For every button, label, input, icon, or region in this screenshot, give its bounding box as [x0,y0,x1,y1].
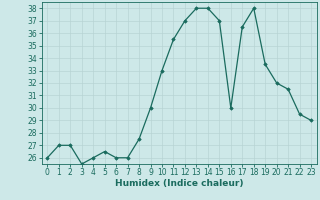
X-axis label: Humidex (Indice chaleur): Humidex (Indice chaleur) [115,179,244,188]
